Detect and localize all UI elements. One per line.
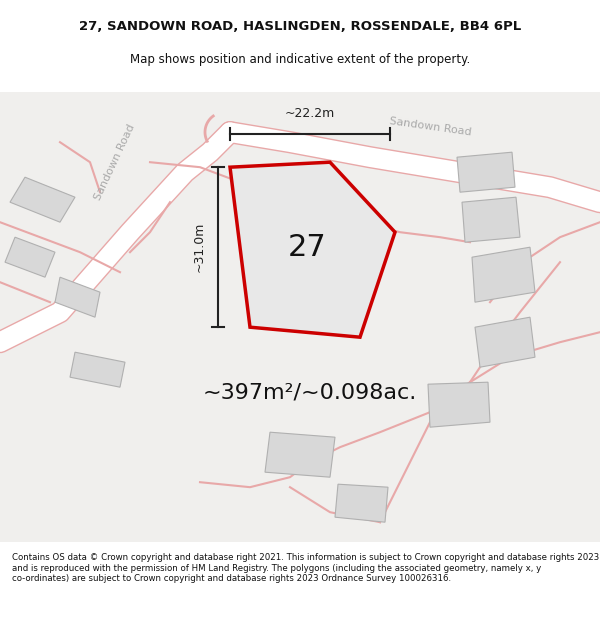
Polygon shape — [10, 177, 75, 222]
Polygon shape — [475, 317, 535, 367]
Polygon shape — [70, 352, 125, 387]
Text: 27: 27 — [287, 232, 326, 262]
Polygon shape — [265, 432, 335, 478]
Polygon shape — [462, 198, 520, 242]
Polygon shape — [457, 152, 515, 192]
Text: 27, SANDOWN ROAD, HASLINGDEN, ROSSENDALE, BB4 6PL: 27, SANDOWN ROAD, HASLINGDEN, ROSSENDALE… — [79, 20, 521, 33]
Text: Map shows position and indicative extent of the property.: Map shows position and indicative extent… — [130, 52, 470, 66]
Text: Sandown Road: Sandown Road — [388, 116, 472, 138]
Polygon shape — [230, 162, 395, 338]
Text: ~397m²/~0.098ac.: ~397m²/~0.098ac. — [203, 382, 417, 402]
Polygon shape — [335, 484, 388, 522]
Polygon shape — [428, 382, 490, 428]
Text: ~22.2m: ~22.2m — [285, 107, 335, 120]
Text: Sandown Road: Sandown Road — [93, 122, 137, 202]
Polygon shape — [472, 247, 535, 302]
Text: Contains OS data © Crown copyright and database right 2021. This information is : Contains OS data © Crown copyright and d… — [12, 553, 599, 583]
Text: ~31.0m: ~31.0m — [193, 222, 206, 272]
Polygon shape — [5, 237, 55, 278]
Polygon shape — [55, 278, 100, 317]
